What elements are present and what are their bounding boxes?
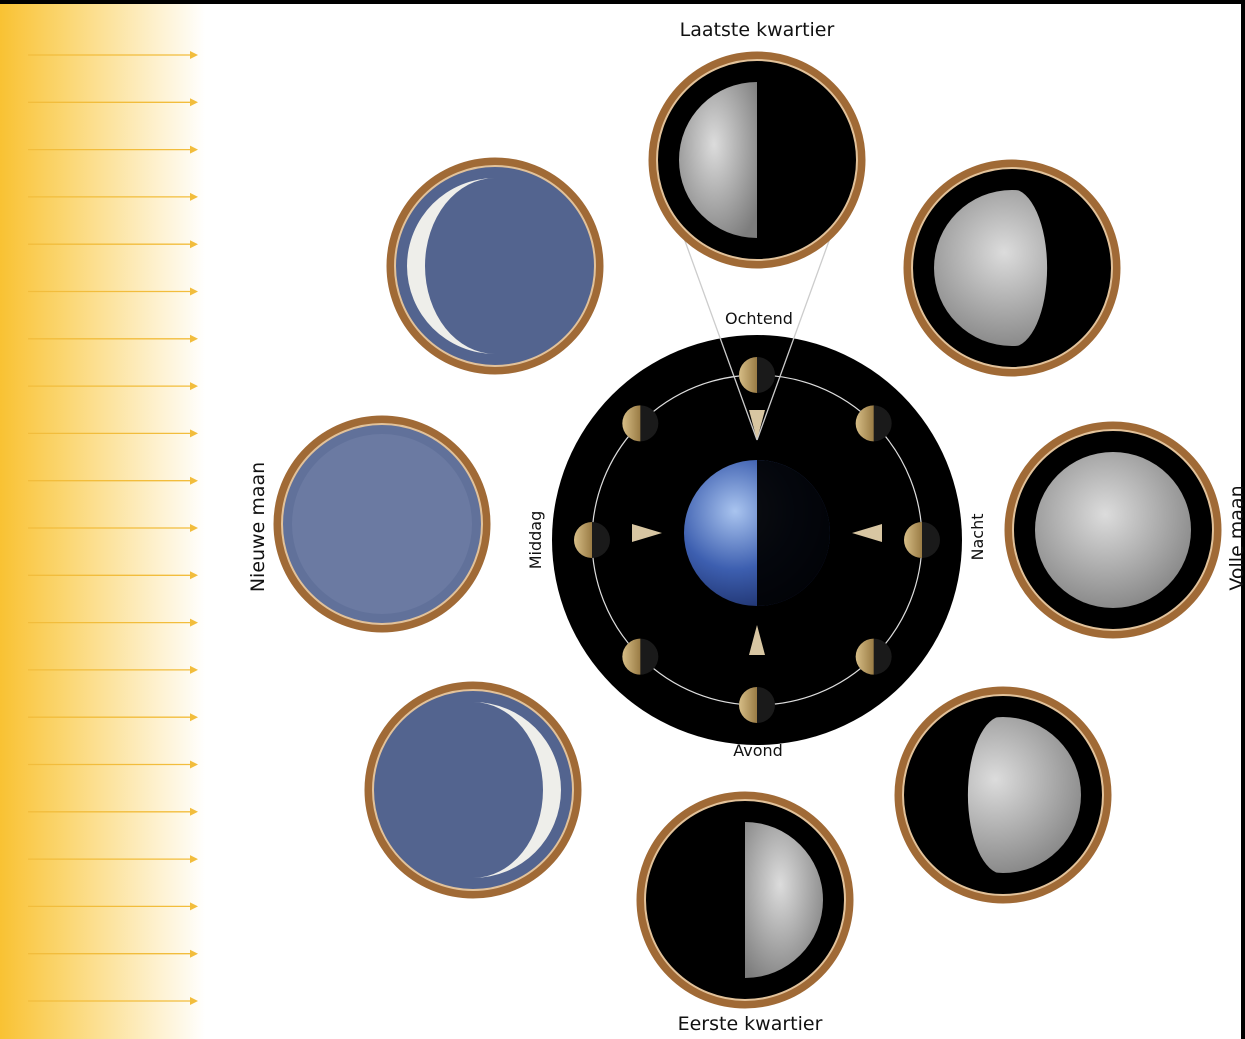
moon-rim-highlight [1012,429,1214,631]
ray-head [190,855,198,864]
moon-shadow [1012,189,1091,347]
moon-rim-highlight [902,694,1104,896]
moon-views [273,51,1222,1009]
time-label: Ochtend [725,309,793,328]
frame-top [0,0,1245,4]
ray-head [190,145,198,154]
moon-view [894,686,1112,904]
ray-head [190,240,198,249]
moon-dark [292,434,472,614]
earth-night-side [757,460,830,606]
phase-label: Eerste kwartier [678,1013,823,1035]
moon-view [636,791,854,1009]
moon-rim-highlight [656,59,858,261]
moon-shadow [924,716,1003,874]
orbit-moon-lit [904,522,922,558]
orbit-moon-lit [739,357,757,393]
moon-rim [648,51,866,269]
moon-view [364,681,582,899]
orbit-moon-lit [855,638,874,675]
orbit-moon-lit [622,405,641,442]
moon-lit [679,82,757,238]
ray-head [190,713,198,722]
moon-rim [1004,421,1222,639]
ray-head [190,382,198,391]
ray-head [190,429,198,438]
moon-lit [745,822,823,978]
moon-rim [636,791,854,1009]
orbit-moon-lit [739,687,757,723]
ray-head [190,902,198,911]
time-label: Nacht [968,514,987,561]
moon-rim [273,415,491,633]
moon-lit [407,178,495,354]
ray-head [190,949,198,958]
frame-right [1241,0,1245,1039]
moon-rim [386,157,604,375]
ray-head [190,51,198,59]
observer-cone [852,524,882,542]
moon-view [1004,421,1222,639]
orbit-moon-lit [855,405,874,442]
ray-head [190,997,198,1005]
moon-lit [473,702,561,878]
moon-view [903,159,1121,377]
phase-label: Nieuwe maan [247,462,269,592]
sunlight [0,4,205,1039]
moon-rim-highlight [281,423,483,625]
moon-view [273,415,491,633]
moon-rim-highlight [911,167,1113,369]
time-label: Avond [733,741,783,760]
ray-head [190,571,198,580]
ray-head [190,476,198,485]
ray-head [190,287,198,296]
ray-head [190,192,198,201]
ray-head [190,618,198,627]
moon-rim [364,681,582,899]
orbit-moon-lit [622,638,641,675]
orbit-moons [574,357,940,723]
view-line [671,204,758,441]
observer-cone [749,410,765,440]
ray-head [190,524,198,532]
moon-window [371,688,575,892]
moon-view [386,157,604,375]
phase-label: Volle maan [1226,485,1245,590]
moon-view [648,51,866,269]
moon-rim-highlight [644,799,846,1001]
sun-rays [28,51,198,1005]
moon-rim-highlight [372,689,574,891]
ray-head [190,334,198,343]
ray-head [190,760,198,769]
view-line [756,204,843,441]
moon-rim [894,686,1112,904]
moon-window [393,164,597,368]
observer-cone [749,625,765,655]
phase-label: Laatste kwartier [680,19,835,41]
ray-head [190,665,198,674]
ray-head [190,807,198,816]
observer-cone [632,524,662,542]
ray-head [190,98,198,107]
moon-rim-highlight [394,165,596,367]
time-label: Middag [526,511,545,570]
moon-lit [1035,452,1191,608]
moon-rim [903,159,1121,377]
orbit-moon-lit [574,522,592,558]
